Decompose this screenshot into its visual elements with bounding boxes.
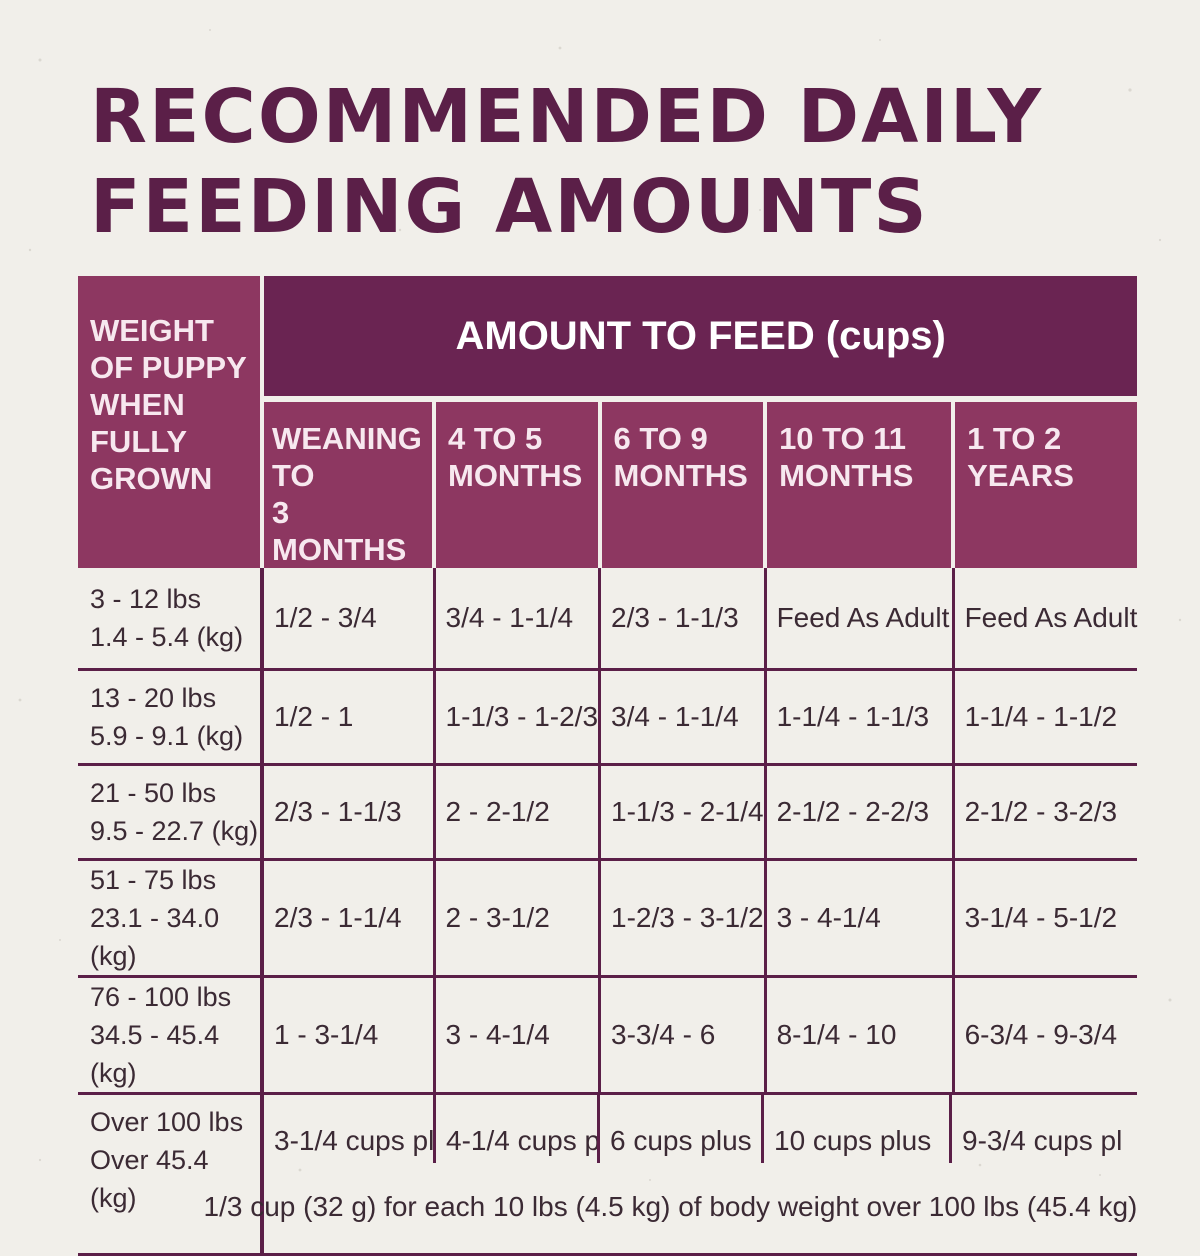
amount-cell: 1-1/4 - 1-1/2 [953, 669, 1138, 766]
amount-cell: Feed As Adult [953, 568, 1138, 671]
header-row-top: WEIGHT OF PUPPY WHEN FULLY GROWN AMOUNT … [78, 276, 1138, 568]
age-header-1-2-years: 1 TO 2 YEARS [951, 399, 1138, 568]
table-row: 3 - 12 lbs 1.4 - 5.4 (kg) 1/2 - 3/4 3/4 -… [78, 568, 1138, 671]
page-title: RECOMMENDED DAILY FEEDING AMOUNTS [90, 72, 1140, 252]
weight-cell: 13 - 20 lbs 5.9 - 9.1 (kg) [78, 669, 264, 766]
amount-cell: 3-1/4 cups plus [264, 1095, 436, 1163]
amount-cell: 3-1/4 - 5-1/2 [953, 859, 1138, 978]
amount-cell: 3-3/4 - 6 [599, 976, 767, 1095]
amount-cell: 6 cups plus [600, 1095, 764, 1163]
amount-cell: 3/4 - 1-1/4 [434, 568, 602, 671]
amount-cell: 1-2/3 - 3-1/2 [599, 859, 767, 978]
table-row-over-100: Over 100 lbs Over 45.4 (kg) 3-1/4 cups pl… [78, 1093, 1138, 1256]
amount-cell: 4-1/4 cups plus [436, 1095, 600, 1163]
amount-cell: 3 - 4-1/4 [434, 976, 602, 1095]
title-line-2: FEEDING AMOUNTS [90, 164, 929, 250]
amount-header: AMOUNT TO FEED (cups) [262, 276, 1138, 402]
amount-cell: 2/3 - 1-1/4 [262, 859, 436, 978]
amount-cell: 2 - 2-1/2 [434, 764, 602, 861]
amount-cell: 1/2 - 3/4 [262, 568, 436, 671]
age-header-6-9-months: 6 TO 9 MONTHS [597, 399, 766, 568]
amount-cell: 2-1/2 - 2-2/3 [765, 764, 955, 861]
amount-cell: 2/3 - 1-1/3 [599, 568, 767, 671]
title-line-1: RECOMMENDED DAILY [90, 74, 1044, 160]
amount-cell: 10 cups plus [764, 1095, 952, 1163]
weight-header: WEIGHT OF PUPPY WHEN FULLY GROWN [78, 276, 264, 568]
amount-cell: 1 - 3-1/4 [262, 976, 436, 1095]
weight-cell: Over 100 lbs Over 45.4 (kg) [78, 1093, 264, 1256]
amount-cell: 2-1/2 - 3-2/3 [953, 764, 1138, 861]
footnote: 1/3 cup (32 g) for each 10 lbs (4.5 kg) … [203, 1191, 1138, 1222]
amount-cell: 1-1/3 - 2-1/4 [599, 764, 767, 861]
over-100-amounts: 3-1/4 cups plus 4-1/4 cups plus 6 cups p… [204, 1093, 1138, 1256]
table-row: 13 - 20 lbs 5.9 - 9.1 (kg) 1/2 - 1 1-1/3 … [78, 669, 1138, 766]
age-header-4-5-months: 4 TO 5 MONTHS [432, 399, 600, 568]
feeding-table: WEIGHT OF PUPPY WHEN FULLY GROWN AMOUNT … [78, 276, 1138, 1256]
amount-cell: 3/4 - 1-1/4 [599, 669, 767, 766]
amount-cell: 3 - 4-1/4 [765, 859, 955, 978]
amount-cell: 8-1/4 - 10 [765, 976, 955, 1095]
amount-cell: 1-1/3 - 1-2/3 [434, 669, 602, 766]
table-row: 76 - 100 lbs 34.5 - 45.4 (kg) 1 - 3-1/4 3… [78, 976, 1138, 1095]
header-row-ages: WEANING TO 3 MONTHS 4 TO 5 MONTHS 6 TO 9… [78, 399, 1138, 568]
amount-cell: 9-3/4 cups plus [962, 1125, 1122, 1156]
amount-cell: 2/3 - 1-1/3 [262, 764, 436, 861]
weight-cell: 51 - 75 lbs 23.1 - 34.0 (kg) [78, 859, 264, 978]
table-row: 21 - 50 lbs 9.5 - 22.7 (kg) 2/3 - 1-1/3 2… [78, 764, 1138, 861]
amount-cell: 1/2 - 1 [262, 669, 436, 766]
weight-cell: 76 - 100 lbs 34.5 - 45.4 (kg) [78, 976, 264, 1095]
weight-cell: 3 - 12 lbs 1.4 - 5.4 (kg) [78, 568, 264, 671]
age-header-10-11-months: 10 TO 11 MONTHS [763, 399, 954, 568]
amount-cell: Feed As Adult [765, 568, 955, 671]
age-header-weaning: WEANING TO 3 MONTHS [262, 399, 434, 568]
weight-cell: 21 - 50 lbs 9.5 - 22.7 (kg) [78, 764, 264, 861]
table-row: 51 - 75 lbs 23.1 - 34.0 (kg) 2/3 - 1-1/4 … [78, 859, 1138, 978]
amount-cell: 1-1/4 - 1-1/3 [765, 669, 955, 766]
amount-cell: 6-3/4 - 9-3/4 [953, 976, 1138, 1095]
amount-cell: 2 - 3-1/2 [434, 859, 602, 978]
